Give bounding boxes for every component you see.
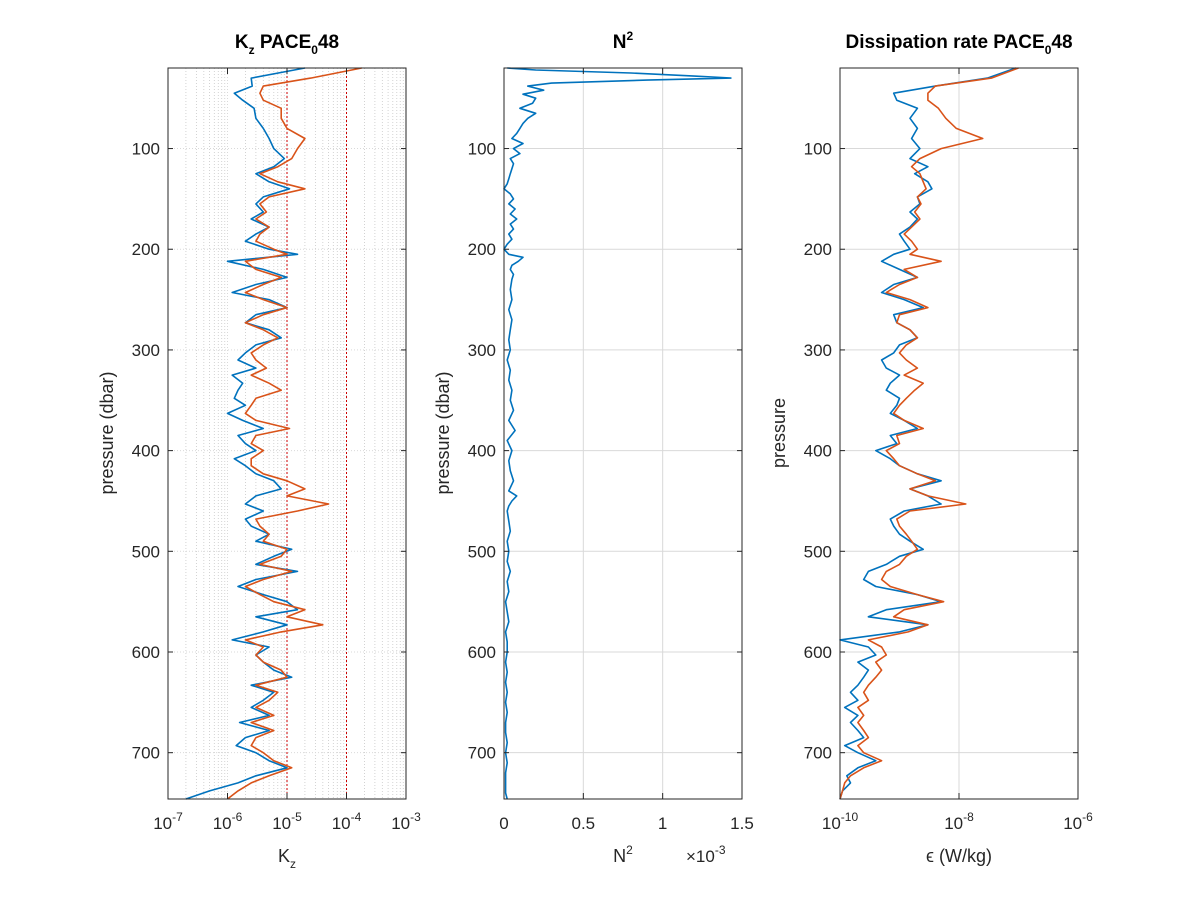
y-tick-label: 700 <box>468 744 496 763</box>
y-tick-label: 200 <box>804 240 832 259</box>
kz-panel: 100 200 300 400 500 600 700 10-7 10-6 10-5 10-4 10-… <box>97 32 421 871</box>
y-tick-label: 600 <box>468 643 496 662</box>
n2-axes-background <box>504 68 742 799</box>
y-tick-label: 500 <box>132 542 160 561</box>
epsilon-ticks: 100 200 300 400 500 600 700 10-10 10-8 10-6 <box>804 68 1093 833</box>
y-tick-label: 300 <box>804 341 832 360</box>
x-tick-label: 10-5 <box>272 810 302 833</box>
y-tick-label: 200 <box>132 240 160 259</box>
y-tick-label: 500 <box>468 542 496 561</box>
x-tick-label: 10-3 <box>391 810 421 833</box>
series-2-line <box>839 67 1019 800</box>
y-tick-label: 600 <box>132 643 160 662</box>
y-tick-label: 300 <box>132 341 160 360</box>
y-tick-label: 400 <box>468 442 496 461</box>
n2-ylabel: pressure (dbar) <box>433 371 453 494</box>
kz-plot-area <box>185 67 362 800</box>
epsilon-ylabel: pressure <box>769 398 789 468</box>
n2-ticks: 100 200 300 400 500 600 700 0 0.5 1 1.5 <box>468 68 754 833</box>
x-tick-label: 1.5 <box>730 814 754 833</box>
y-tick-label: 700 <box>804 744 832 763</box>
x-tick-label: 10-6 <box>1063 810 1093 833</box>
epsilon-title: Dissipation rate PACE048 <box>845 32 1072 57</box>
y-tick-label: 500 <box>804 542 832 561</box>
n2-xlabel: N2 <box>613 843 633 866</box>
n2-plot-area <box>503 67 732 800</box>
y-tick-label: 400 <box>132 442 160 461</box>
n2-axes-box <box>503 67 743 800</box>
x-tick-label: 10-4 <box>332 810 362 833</box>
x-tick-label: 10-6 <box>213 810 243 833</box>
kz-title: Kz PACE048 <box>235 32 339 57</box>
n2-panel: 100 200 300 400 500 600 700 0 0.5 1 1.5 N2 N2 ×10-… <box>433 29 754 866</box>
y-tick-label: 400 <box>804 442 832 461</box>
series-1-line <box>839 67 1017 800</box>
x-tick-label: 0 <box>499 814 508 833</box>
series-1-line <box>503 67 732 800</box>
kz-xlabel: Kz <box>278 846 296 871</box>
epsilon-panel: 100 200 300 400 500 600 700 10-10 10-8 10-6 Dissi… <box>769 32 1093 866</box>
kz-ticks: 100 200 300 400 500 600 700 10-7 10-6 10-5 10-4 10-… <box>132 68 421 833</box>
x-tick-label: 1 <box>658 814 667 833</box>
kz-grid <box>167 68 407 799</box>
series-2-line <box>227 67 362 800</box>
x-tick-label: 10-10 <box>822 810 859 833</box>
y-tick-label: 200 <box>468 240 496 259</box>
epsilon-xlabel: ϵ (W/kg) <box>926 846 992 866</box>
x-tick-label: 10-8 <box>944 810 974 833</box>
x-tick-label: 0.5 <box>572 814 596 833</box>
y-tick-label: 100 <box>132 140 160 159</box>
kz-ylabel: pressure (dbar) <box>97 371 117 494</box>
epsilon-plot-area <box>839 67 1019 800</box>
n2-title: N2 <box>613 29 634 53</box>
x-tick-label: 10-7 <box>153 810 183 833</box>
y-tick-label: 700 <box>132 744 160 763</box>
y-tick-label: 300 <box>468 341 496 360</box>
y-tick-label: 100 <box>804 140 832 159</box>
y-tick-label: 100 <box>468 140 496 159</box>
n2-x-multiplier: ×10-3 <box>686 843 726 866</box>
y-tick-label: 600 <box>804 643 832 662</box>
